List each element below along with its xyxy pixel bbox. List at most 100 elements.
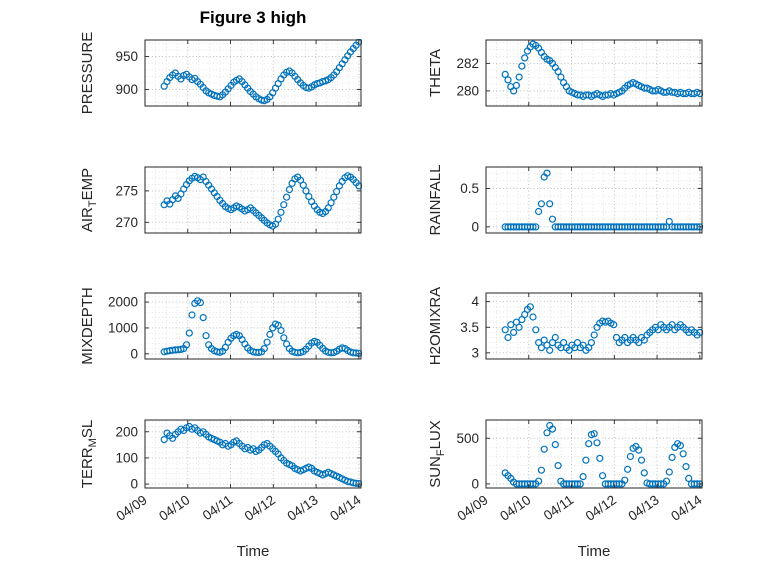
scatter-series-air-temp [160,172,362,230]
y-tick-label: 0 [471,476,479,491]
y-tick-label: 0 [130,477,138,492]
data-point [685,474,693,482]
data-point [593,439,601,447]
y-tick-label: 500 [456,431,479,446]
axes-box [144,39,362,107]
y-tick-label: 0 [130,346,138,361]
data-point [610,321,618,329]
x-axis-label-left: Time [236,543,270,560]
y-tick-label: 280 [456,83,479,98]
data-point [260,345,268,353]
data-point [501,70,509,79]
scatter-series-rainfall [501,169,703,231]
tick-marks [144,420,361,488]
data-point [355,39,362,46]
axes-box [144,166,362,234]
data-point [277,208,285,216]
data-point [543,429,551,437]
data-point [352,349,360,357]
data-point [280,201,288,209]
panel-pressure: 900 950 [115,39,362,107]
panel-h2omixra: 33.54 [460,292,703,360]
x-tick-label: 04/09 [113,492,149,524]
plot-background [486,167,702,233]
data-point [546,200,554,208]
data-point [504,76,512,84]
axes-box [485,292,703,360]
data-point [596,454,604,462]
data-point [548,425,557,433]
axes-box [144,419,362,489]
data-point [551,441,559,449]
data-point [529,223,537,231]
data-point [160,436,168,444]
x-tick-label: 04/14 [327,492,364,524]
data-point [518,62,526,70]
data-point [598,472,607,480]
minor-grid [486,293,702,359]
data-point [579,473,587,481]
data-point [679,450,687,458]
data-point [504,333,512,342]
data-point [660,223,668,231]
panel-air-temp: 270 275 [115,166,362,234]
data-point [635,446,643,454]
x-axis-label-right: Time [577,543,611,560]
data-point [274,215,282,223]
data-point [185,329,193,337]
data-point [554,67,562,76]
axes-box [485,39,703,107]
scatter-series-h2omixra [501,303,703,354]
minor-grid [145,420,361,488]
data-point [615,480,623,488]
data-point [554,462,562,470]
data-point [338,344,346,352]
scatter-series-theta [501,40,703,101]
data-point [590,331,598,339]
data-point [665,468,673,476]
data-point [534,207,543,216]
data-point [657,480,665,488]
data-point [509,328,518,336]
figure-title: Figure 3 high [199,8,307,27]
scatter-series-sun-flux [501,421,703,488]
data-point [537,344,546,352]
data-point [507,321,515,329]
data-point [532,223,540,231]
data-point [585,440,593,448]
data-point [682,463,690,471]
data-point [182,341,191,349]
data-point [623,465,632,473]
tick-marks [485,167,702,233]
x-tick-label: 04/13 [285,492,321,524]
axes-box [144,292,362,360]
data-point [640,469,648,477]
y-tick-label: 0 [471,219,479,234]
x-tick-label: 04/12 [583,492,619,524]
data-point [582,456,590,464]
y-tick-label: 200 [115,424,138,439]
data-point [665,217,673,226]
data-point [283,193,291,201]
data-point [277,326,285,335]
data-point [529,480,537,488]
panel-terr-msl: 0 100 200 04/09 04/10 04/11 04/12 04/13 04/14 [113,419,364,524]
tick-marks [144,293,361,359]
data-point [263,338,271,346]
data-point [202,332,210,340]
y-tick-label: 282 [456,56,479,71]
data-point [662,477,671,485]
data-point [537,466,546,474]
data-point [543,169,551,177]
x-tick-label: 04/11 [541,492,576,523]
data-point [509,87,518,95]
tick-marks [144,40,361,106]
tick-marks [485,40,702,106]
panel-rainfall: 00.5 [460,166,703,234]
data-point [333,187,341,196]
data-point [512,81,521,90]
data-point [534,477,543,485]
data-point [501,326,509,334]
